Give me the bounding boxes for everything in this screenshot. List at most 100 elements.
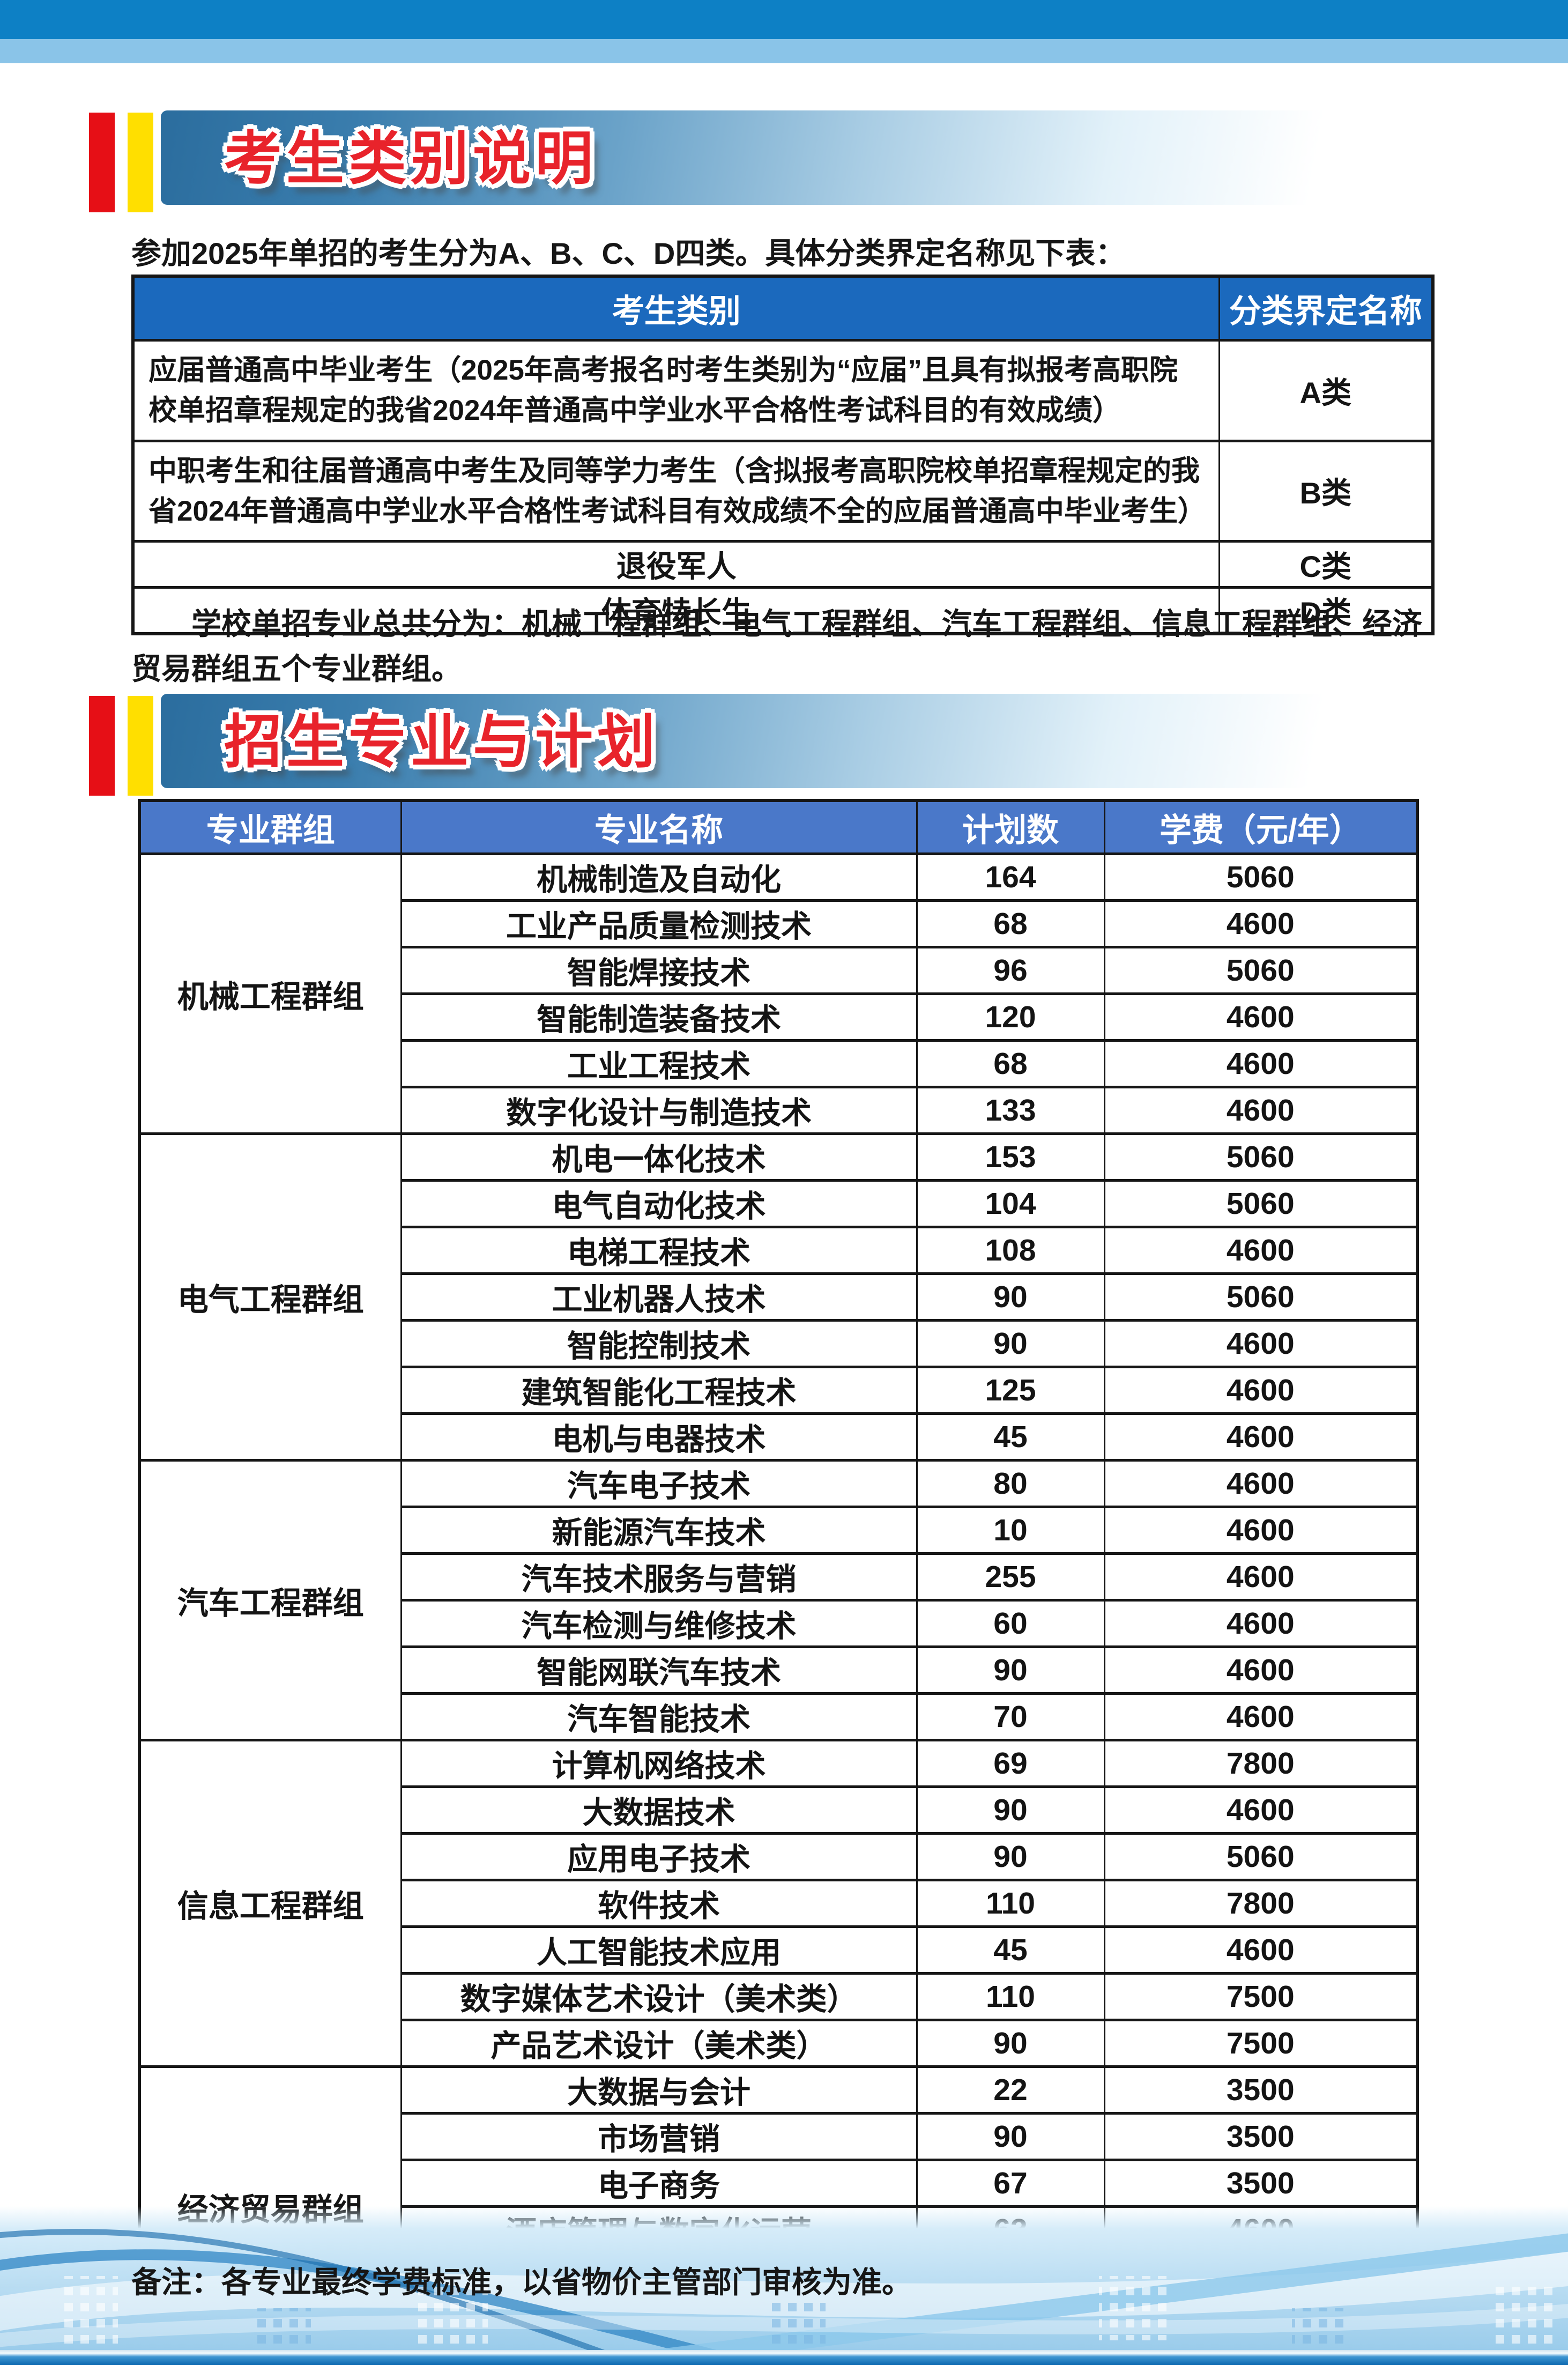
category-text: 应届普通高中毕业考生（2025年高考报名时考生类别为“应届”且具有拟报考高职院校… [132,339,1220,442]
group-name: 电气工程群组 [138,1132,402,1462]
table-row: 经济贸易群组 大数据与会计 22 3500 [138,2065,1418,2348]
table2-header-row: 专业群组 专业名称 计划数 学费（元/年） [138,799,1418,855]
plan-count: 80 [916,1459,1105,1508]
tuition-fee: 7500 [1103,1972,1418,2021]
tuition-fee: 3500 [1103,2112,1418,2161]
major-name: 数字媒体艺术设计（美术类） [400,1972,918,2021]
tuition-fee: 5060 [1103,1132,1418,1182]
major-name: 市场营销 [400,2112,918,2161]
intro-paragraph: 参加2025年单招的考生分为A、B、C、D四类。具体分类界定名称见下表： [131,236,1126,270]
tuition-fee: 4600 [1103,1552,1418,1602]
tuition-fee: 4600 [1103,1319,1418,1368]
major-name: 汽车技术服务与营销 [400,1552,918,1602]
plan-count: 68 [916,1039,1105,1088]
section2-red-bar [89,696,115,796]
major-name: 电子商务 [400,2159,918,2208]
table-row: 电梯工程技术 108 4600 [139,1226,1418,1275]
table-row: 智能焊接技术 96 5060 [139,946,1418,995]
tuition-fee: 4600 [1103,1785,1418,1835]
tuition-fee: 4600 [1103,1366,1418,1415]
major-name: 电机与电器技术 [400,1412,918,1462]
table-row: 电子商务 67 3500 [139,2159,1418,2208]
tuition-fee: 7800 [1103,1739,1418,1788]
major-name: 数字化设计与制造技术 [400,1086,918,1135]
table-row: 数字化设计与制造技术 133 4600 [139,1086,1418,1135]
major-name: 建筑智能化工程技术 [400,1366,918,1415]
plan-count: 108 [916,1226,1105,1275]
major-name: 智能控制技术 [400,1319,918,1368]
major-name: 新能源汽车技术 [400,1506,918,1555]
table-row: 汽车检测与维修技术 60 4600 [139,1599,1418,1648]
group-note-paragraph: 学校单招专业总共分为：机械工程群组、电气工程群组、汽车工程群组、信息工程群组、经… [131,607,1422,686]
plan-count: 45 [916,1412,1105,1462]
table-row: 电气工程群组 机电一体化技术 153 5060 [138,1132,1418,1462]
table-row: 新能源汽车技术 10 4600 [139,1506,1418,1555]
top-band-dark [0,0,1568,39]
table-row: 产品艺术设计（美术类） 90 7500 [139,2019,1418,2068]
section1-red-bar [89,113,115,212]
plan-count: 68 [916,899,1105,948]
wave-graphics [0,2229,1568,2365]
major-name: 汽车电子技术 [400,1459,918,1508]
major-name: 汽车检测与维修技术 [400,1599,918,1648]
major-name: 电气自动化技术 [400,1179,918,1228]
major-name: 智能制造装备技术 [400,992,918,1042]
plan-count: 45 [916,1925,1105,1975]
plan-count: 96 [916,946,1105,995]
major-name: 机电一体化技术 [400,1132,918,1182]
section2-title: 招生专业与计划 [224,709,660,774]
tuition-fee: 7800 [1103,1879,1418,1928]
table-row: 电气自动化技术 104 5060 [139,1179,1418,1228]
table-row: 工业产品质量检测技术 68 4600 [139,899,1418,948]
candidate-category-table: 考生类别 分类界定名称 应届普通高中毕业考生（2025年高考报名时考生类别为“应… [131,275,1435,635]
plan-count: 22 [916,2065,1105,2115]
group-name: 信息工程群组 [138,1739,402,2068]
table2-header-plan: 计划数 [916,799,1105,855]
plan-count: 110 [916,1879,1105,1928]
tuition-fee: 5060 [1103,946,1418,995]
table-row: 智能网联汽车技术 90 4600 [139,1645,1418,1695]
table2-header-fee: 学费（元/年） [1103,799,1418,855]
table-row: 应届普通高中毕业考生（2025年高考报名时考生类别为“应届”且具有拟报考高职院校… [132,339,1434,442]
tuition-fee: 4600 [1103,1039,1418,1088]
table-row: 电机与电器技术 45 4600 [139,1412,1418,1462]
category-class: C类 [1218,540,1434,589]
tuition-fee: 4600 [1103,899,1418,948]
tuition-fee: 5060 [1103,1832,1418,1881]
table-row: 信息工程群组 计算机网络技术 69 7800 [138,1739,1418,2068]
table2-header-major: 专业名称 [400,799,918,855]
category-class: B类 [1218,439,1434,543]
table-row: 汽车智能技术 70 4600 [139,1692,1418,1741]
plan-count: 10 [916,1506,1105,1555]
table1-header-row: 考生类别 分类界定名称 [132,275,1434,342]
tuition-fee: 4600 [1103,1459,1418,1508]
table-row: 退役军人 C类 [132,540,1434,589]
table-row: 建筑智能化工程技术 125 4600 [139,1366,1418,1415]
major-name: 大数据与会计 [400,2065,918,2115]
major-name: 工业机器人技术 [400,1272,918,1322]
table-row: 体育特长生 D类 [132,586,1434,635]
plan-count: 60 [916,1599,1105,1648]
plan-count: 255 [916,1552,1105,1602]
major-name: 计算机网络技术 [400,1739,918,1788]
section2-banner: 招生专业与计划 [161,694,1370,788]
tuition-fee: 4600 [1103,1226,1418,1275]
plan-count: 125 [916,1366,1105,1415]
table-row: 软件技术 110 7800 [139,1879,1418,1928]
group-name: 汽车工程群组 [138,1459,402,1741]
tuition-fee: 3500 [1103,2065,1418,2115]
major-name: 工业产品质量检测技术 [400,899,918,948]
major-name: 软件技术 [400,1879,918,1928]
plan-count: 120 [916,992,1105,1042]
tuition-fee: 4600 [1103,1412,1418,1462]
table-row: 数字媒体艺术设计（美术类） 110 7500 [139,1972,1418,2021]
tuition-fee: 4600 [1103,1086,1418,1135]
plan-count: 90 [916,2112,1105,2161]
plan-count: 70 [916,1692,1105,1741]
plan-count: 90 [916,1785,1105,1835]
table-row: 工业工程技术 68 4600 [139,1039,1418,1088]
plan-count: 67 [916,2159,1105,2208]
major-name: 人工智能技术应用 [400,1925,918,1975]
major-name: 电梯工程技术 [400,1226,918,1275]
